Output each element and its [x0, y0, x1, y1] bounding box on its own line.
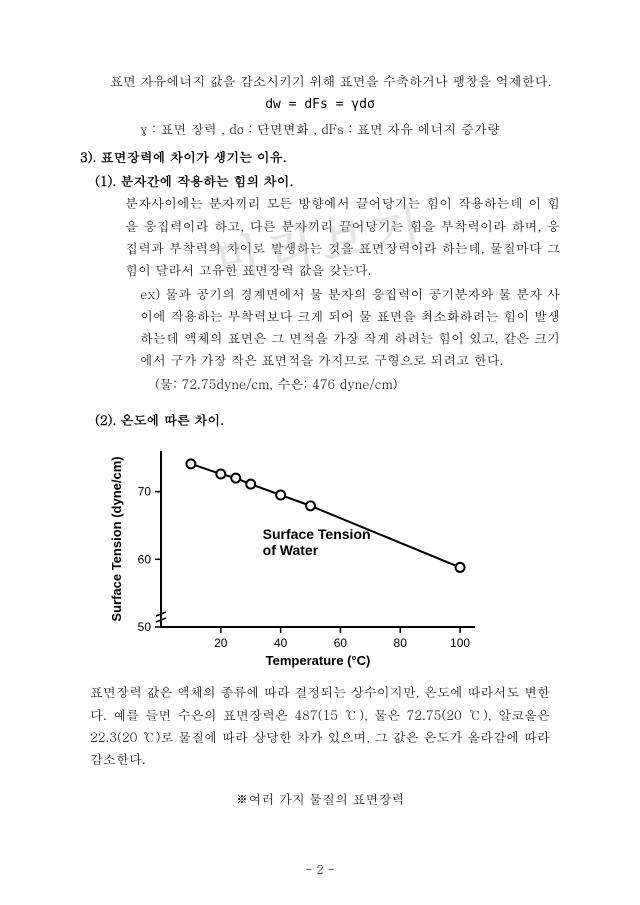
section3-title: 3). 표면장력에 차이가 생기는 이유.: [80, 146, 560, 168]
section3-sub2-title: (2). 온도에 따른 차이.: [80, 409, 560, 431]
svg-text:60: 60: [138, 553, 152, 567]
svg-text:40: 40: [274, 636, 288, 650]
intro-line: 표면 자유에너지 값을 감소시키기 위해 표면을 수축하거나 팽창을 억제한다.: [80, 70, 560, 92]
svg-text:of Water: of Water: [263, 542, 319, 558]
surface-tension-chart: 20 40 60 80 100 50 60 70 Temperature (°C) Surface…: [105, 441, 560, 671]
section3-sub1-ex: ex) 물과 공기의 경계면에서 물 분자의 응집력이 공기분자와 물 분자 사…: [80, 283, 560, 371]
svg-text:Surface Tension (dyne/cm): Surface Tension (dyne/cm): [109, 457, 124, 622]
svg-text:60: 60: [334, 636, 348, 650]
svg-text:50: 50: [138, 620, 152, 634]
svg-text:Surface Tension: Surface Tension: [263, 526, 371, 542]
svg-text:Temperature (°C): Temperature (°C): [266, 653, 371, 668]
svg-text:20: 20: [214, 636, 228, 650]
svg-text:70: 70: [138, 485, 152, 499]
section3-sub1-title: (1). 분자간에 작용하는 힘의 차이.: [80, 170, 560, 192]
section3-sub1-p1: 분자사이에는 분자끼리 모든 방향에서 끌어당기는 힘이 작용하는데 이 힘을 …: [80, 192, 560, 280]
after-chart-paragraph: 표면장력 값은 액체의 종류에 따라 결정되는 상수이지만, 온도에 따라서도 …: [80, 681, 560, 769]
section3-sub1-exnote: (물: 72.75dyne/cm, 수은: 476 dyne/cm): [80, 373, 560, 395]
chart-svg: 20 40 60 80 100 50 60 70 Temperature (°C) Surface…: [105, 441, 485, 671]
table-title: ※여러 가지 물질의 표면장력: [80, 788, 560, 810]
page-number: - 2 -: [0, 860, 640, 880]
svg-text:80: 80: [394, 636, 408, 650]
intro-defs: γ : 표면 장력 , dσ : 단면변화 , dFs : 표면 자유 에너지 …: [80, 118, 560, 140]
svg-text:100: 100: [450, 636, 470, 650]
intro-formula: dw = dFs = γdσ: [80, 94, 560, 116]
